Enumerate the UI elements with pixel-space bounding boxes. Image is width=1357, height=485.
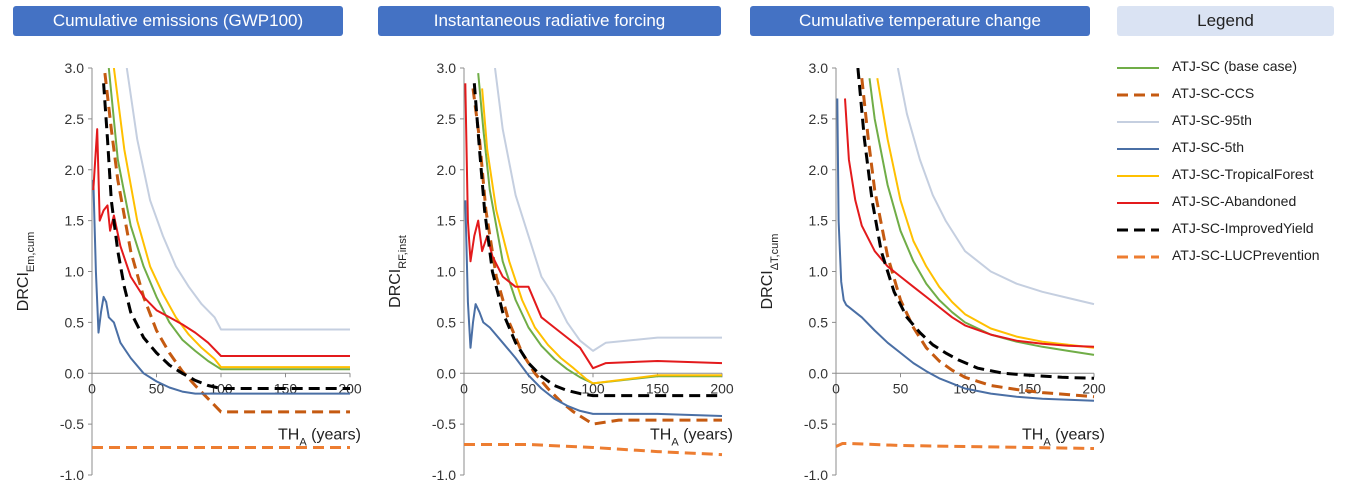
- series-line-atj-sc-lucprevention: [836, 442, 1095, 450]
- y-tick-label: -0.5: [804, 416, 828, 432]
- x-tick-label: 0: [460, 380, 468, 396]
- series-line-atj-sc-tropicalforest: [481, 88, 722, 385]
- y-tick-label: 2.0: [809, 162, 829, 178]
- y-tick-label: 0.5: [437, 314, 457, 330]
- legend-swatch: [1117, 121, 1159, 123]
- y-tick-label: 2.0: [65, 162, 85, 178]
- x-tick-label: 200: [710, 380, 734, 396]
- series-line-atj-sc-tropicalforest: [112, 68, 350, 369]
- legend-swatch: [1117, 148, 1159, 150]
- emissions-chart: -1.0-0.50.00.51.01.52.02.53.00 50 100 150 20…: [15, 60, 362, 483]
- legend-item-label: ATJ-SC-CCS: [1172, 85, 1255, 101]
- y-tick-label: 2.5: [437, 111, 457, 127]
- series-line-atj-sc-5th: [92, 179, 350, 395]
- y-tick-label: 1.5: [437, 213, 457, 229]
- series-line-atj-sc-improvedyield: [472, 83, 722, 398]
- legend-item-label: ATJ-SC-Abandoned: [1172, 193, 1297, 209]
- series-line-atj-sc-base-case: [868, 78, 1095, 356]
- x-tick-label: 50: [893, 380, 909, 396]
- series-line-atj-sc-abandoned: [844, 98, 1095, 348]
- legend-swatch: [1117, 93, 1159, 97]
- series-line-atj-sc-ccs: [471, 88, 722, 426]
- y-tick-label: 3.0: [65, 60, 85, 76]
- legend-swatch: [1117, 67, 1159, 69]
- x-tick-label: 100: [581, 380, 605, 396]
- series-line-atj-sc-abandoned: [92, 128, 350, 357]
- series-line-atj-sc-ccs: [103, 72, 350, 414]
- legend-item-label: ATJ-SC (base case): [1172, 58, 1297, 74]
- x-axis-label: THA (years): [278, 426, 361, 448]
- y-tick-label: 2.5: [65, 111, 85, 127]
- legend-item-label: ATJ-SC-ImprovedYield: [1172, 220, 1314, 236]
- legend-swatch: [1117, 255, 1159, 259]
- temperature-change-chart: -1.0-0.50.00.51.01.52.02.53.00 50 100 150 20…: [759, 60, 1106, 483]
- y-tick-label: 2.0: [437, 162, 457, 178]
- y-tick-label: 0.0: [65, 365, 85, 381]
- series-line-atj-sc-ccs: [860, 78, 1095, 399]
- series-line-atj-sc-lucprevention: [464, 443, 723, 457]
- y-axis-label: DRCIRF,inst: [387, 235, 409, 308]
- x-tick-label: 200: [1082, 380, 1106, 396]
- legend-item-label: ATJ-SC-LUCPrevention: [1172, 247, 1320, 263]
- y-tick-label: 1.5: [65, 213, 85, 229]
- x-tick-label: 200: [338, 380, 362, 396]
- x-axis-label: THA (years): [650, 426, 733, 448]
- series-line-atj-sc-abandoned: [464, 83, 723, 370]
- x-tick-label: 150: [646, 380, 670, 396]
- series-line-atj-sc-95th: [125, 68, 350, 331]
- y-tick-label: 2.5: [809, 111, 829, 127]
- x-tick-label: 0: [88, 380, 96, 396]
- series-line-atj-sc-improvedyield: [856, 68, 1095, 380]
- y-tick-label: 0.0: [437, 365, 457, 381]
- y-tick-label: 0.0: [809, 365, 829, 381]
- panel2-header: Instantaneous radiative forcing: [378, 6, 721, 36]
- y-tick-label: -1.0: [804, 467, 828, 483]
- y-tick-label: -0.5: [432, 416, 456, 432]
- panel1-header: Cumulative emissions (GWP100): [13, 6, 343, 36]
- legend-swatch: [1117, 175, 1159, 177]
- series-line-atj-sc-improvedyield: [102, 83, 350, 390]
- y-tick-label: 3.0: [437, 60, 457, 76]
- legend-item-label: ATJ-SC-5th: [1172, 139, 1245, 155]
- y-tick-label: -1.0: [432, 467, 456, 483]
- series-line-atj-sc-5th: [464, 200, 723, 417]
- y-tick-label: 1.0: [437, 264, 457, 280]
- y-tick-label: 1.0: [809, 264, 829, 280]
- x-tick-label: 0: [832, 380, 840, 396]
- x-tick-label: 100: [209, 380, 233, 396]
- legend: ATJ-SC (base case) ATJ-SC-CCS ATJ-SC-95th A…: [1110, 58, 1357, 288]
- series-line-atj-sc-5th: [836, 98, 1095, 402]
- y-axis-label: DRCIEm,cum: [15, 232, 37, 311]
- svg-text:DRCIEm,cum: DRCIEm,cum: [15, 232, 37, 311]
- legend-item-label: ATJ-SC-TropicalForest: [1172, 166, 1314, 182]
- y-tick-label: 1.5: [809, 213, 829, 229]
- y-tick-label: 3.0: [809, 60, 829, 76]
- x-axis-label: THA (years): [1022, 426, 1105, 448]
- x-tick-label: 50: [521, 380, 537, 396]
- series-line-atj-sc-95th: [896, 68, 1095, 306]
- y-tick-label: 1.0: [65, 264, 85, 280]
- legend-header: Legend: [1117, 6, 1334, 36]
- legend-swatch: [1117, 228, 1159, 232]
- svg-text:DRCIRF,inst: DRCIRF,inst: [387, 235, 409, 308]
- x-tick-label: 50: [149, 380, 165, 396]
- y-tick-label: 0.5: [809, 314, 829, 330]
- x-tick-label: 150: [1018, 380, 1042, 396]
- series-line-atj-sc-tropicalforest: [876, 78, 1095, 349]
- series-line-atj-sc-95th: [494, 68, 722, 352]
- y-tick-label: -1.0: [60, 467, 84, 483]
- svg-text:DRCIΔT,cum: DRCIΔT,cum: [759, 234, 781, 310]
- panel3-header: Cumulative temperature change: [750, 6, 1090, 36]
- series-line-atj-sc-base-case: [107, 68, 350, 371]
- y-axis-label: DRCIΔT,cum: [759, 234, 781, 310]
- y-tick-label: -0.5: [60, 416, 84, 432]
- legend-swatch: [1117, 202, 1159, 204]
- legend-item-label: ATJ-SC-95th: [1172, 112, 1252, 128]
- radiative-forcing-chart: -1.0 -0.5 0.0 0.5 1.0 1.5 2.0 2.5 3.0 0 50 100 150 20…: [387, 60, 734, 483]
- y-tick-label: 0.5: [65, 314, 85, 330]
